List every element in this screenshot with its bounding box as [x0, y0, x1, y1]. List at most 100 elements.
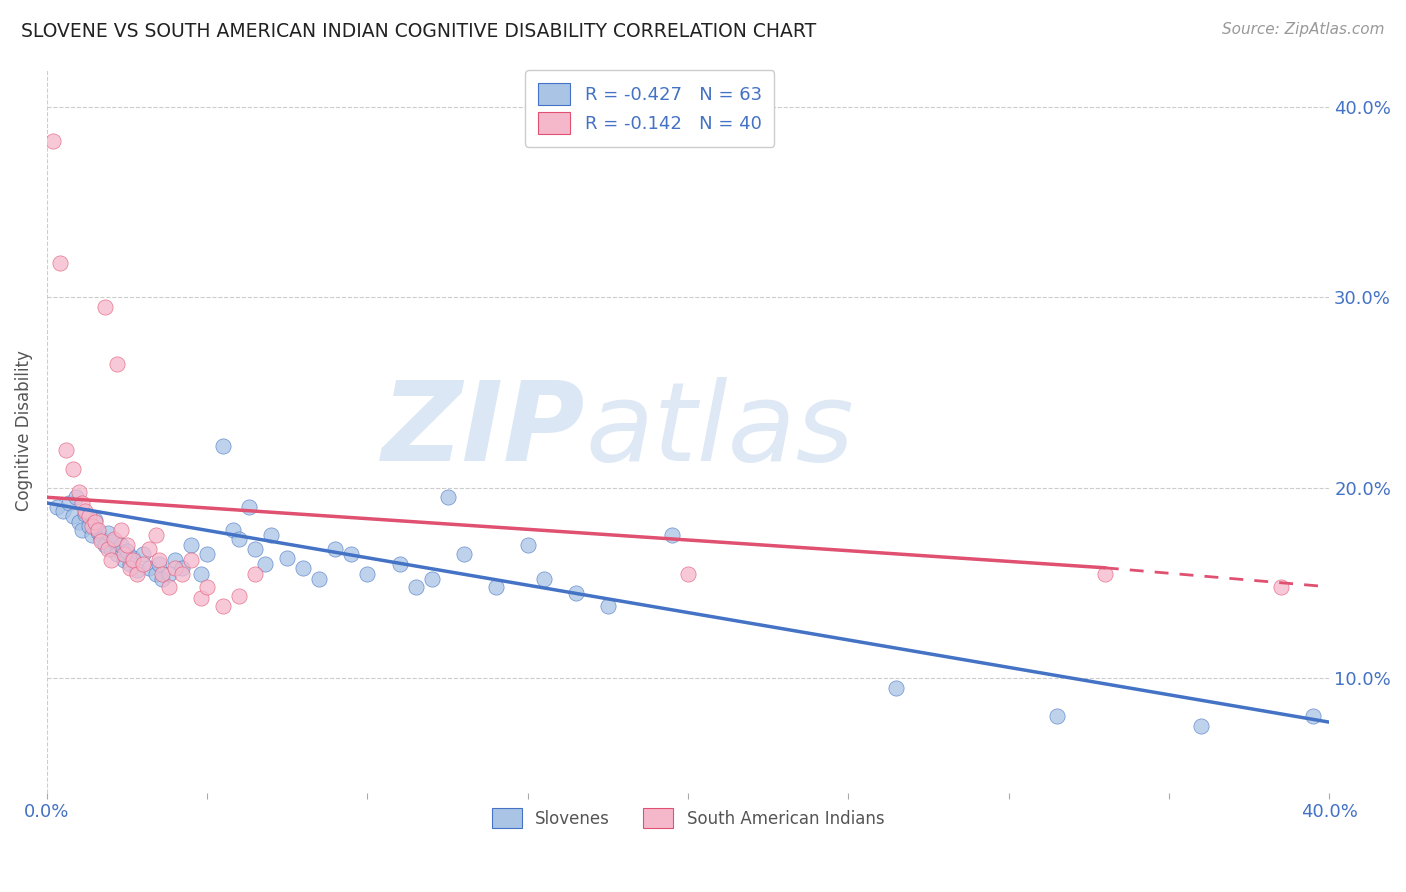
Point	[1094, 566, 1116, 581]
Point	[212, 599, 235, 613]
Point	[48, 256, 70, 270]
Point	[120, 561, 142, 575]
Point	[77, 509, 100, 524]
Point	[150, 566, 173, 581]
Point	[103, 532, 125, 546]
Point	[516, 538, 538, 552]
Text: Source: ZipAtlas.com: Source: ZipAtlas.com	[1222, 22, 1385, 37]
Point	[70, 496, 93, 510]
Point	[55, 442, 77, 457]
Y-axis label: Cognitive Disability: Cognitive Disability	[15, 351, 32, 511]
Point	[195, 580, 218, 594]
Point	[97, 526, 120, 541]
Point	[565, 585, 588, 599]
Point	[110, 523, 132, 537]
Point	[195, 548, 218, 562]
Point	[1046, 709, 1069, 723]
Point	[308, 572, 330, 586]
Point	[97, 541, 120, 556]
Point	[87, 523, 110, 537]
Point	[1302, 709, 1324, 723]
Point	[67, 515, 90, 529]
Point	[661, 528, 683, 542]
Point	[107, 357, 129, 371]
Point	[222, 523, 245, 537]
Point	[93, 300, 115, 314]
Point	[405, 580, 427, 594]
Point	[110, 538, 132, 552]
Point	[165, 561, 187, 575]
Point	[62, 461, 84, 475]
Point	[190, 591, 212, 606]
Point	[180, 553, 202, 567]
Point	[67, 484, 90, 499]
Point	[170, 566, 193, 581]
Text: ZIP: ZIP	[382, 377, 585, 484]
Point	[70, 523, 93, 537]
Point	[93, 538, 115, 552]
Point	[80, 528, 103, 542]
Point	[138, 541, 160, 556]
Point	[292, 561, 315, 575]
Point	[65, 490, 87, 504]
Point	[103, 534, 125, 549]
Point	[107, 548, 129, 562]
Point	[84, 515, 107, 529]
Point	[485, 580, 508, 594]
Point	[150, 572, 173, 586]
Point	[533, 572, 555, 586]
Point	[145, 566, 167, 581]
Point	[112, 548, 135, 562]
Point	[45, 500, 67, 514]
Point	[100, 553, 122, 567]
Point	[122, 553, 145, 567]
Point	[138, 561, 160, 575]
Point	[80, 519, 103, 533]
Point	[228, 590, 250, 604]
Point	[157, 580, 180, 594]
Point	[100, 541, 122, 556]
Point	[165, 553, 187, 567]
Point	[190, 566, 212, 581]
Point	[115, 543, 138, 558]
Text: SLOVENE VS SOUTH AMERICAN INDIAN COGNITIVE DISABILITY CORRELATION CHART: SLOVENE VS SOUTH AMERICAN INDIAN COGNITI…	[21, 22, 817, 41]
Point	[132, 557, 155, 571]
Point	[42, 134, 65, 148]
Point	[245, 566, 267, 581]
Point	[1270, 580, 1292, 594]
Point	[886, 681, 908, 695]
Point	[84, 513, 107, 527]
Point	[52, 503, 75, 517]
Point	[62, 509, 84, 524]
Point	[260, 528, 283, 542]
Point	[1189, 719, 1212, 733]
Point	[125, 563, 148, 577]
Point	[388, 557, 411, 571]
Point	[180, 538, 202, 552]
Point	[112, 553, 135, 567]
Point	[170, 561, 193, 575]
Point	[676, 566, 699, 581]
Point	[122, 551, 145, 566]
Point	[340, 548, 363, 562]
Point	[228, 532, 250, 546]
Point	[75, 503, 97, 517]
Point	[148, 553, 170, 567]
Point	[245, 541, 267, 556]
Point	[87, 524, 110, 539]
Text: atlas: atlas	[585, 377, 853, 484]
Point	[596, 599, 619, 613]
Point	[125, 566, 148, 581]
Point	[356, 566, 378, 581]
Legend: Slovenes, South American Indians: Slovenes, South American Indians	[485, 801, 891, 835]
Point	[436, 490, 458, 504]
Point	[253, 557, 276, 571]
Point	[90, 534, 112, 549]
Point	[420, 572, 443, 586]
Point	[212, 439, 235, 453]
Point	[325, 541, 347, 556]
Point	[90, 532, 112, 546]
Point	[132, 548, 155, 562]
Point	[148, 557, 170, 571]
Point	[75, 508, 97, 522]
